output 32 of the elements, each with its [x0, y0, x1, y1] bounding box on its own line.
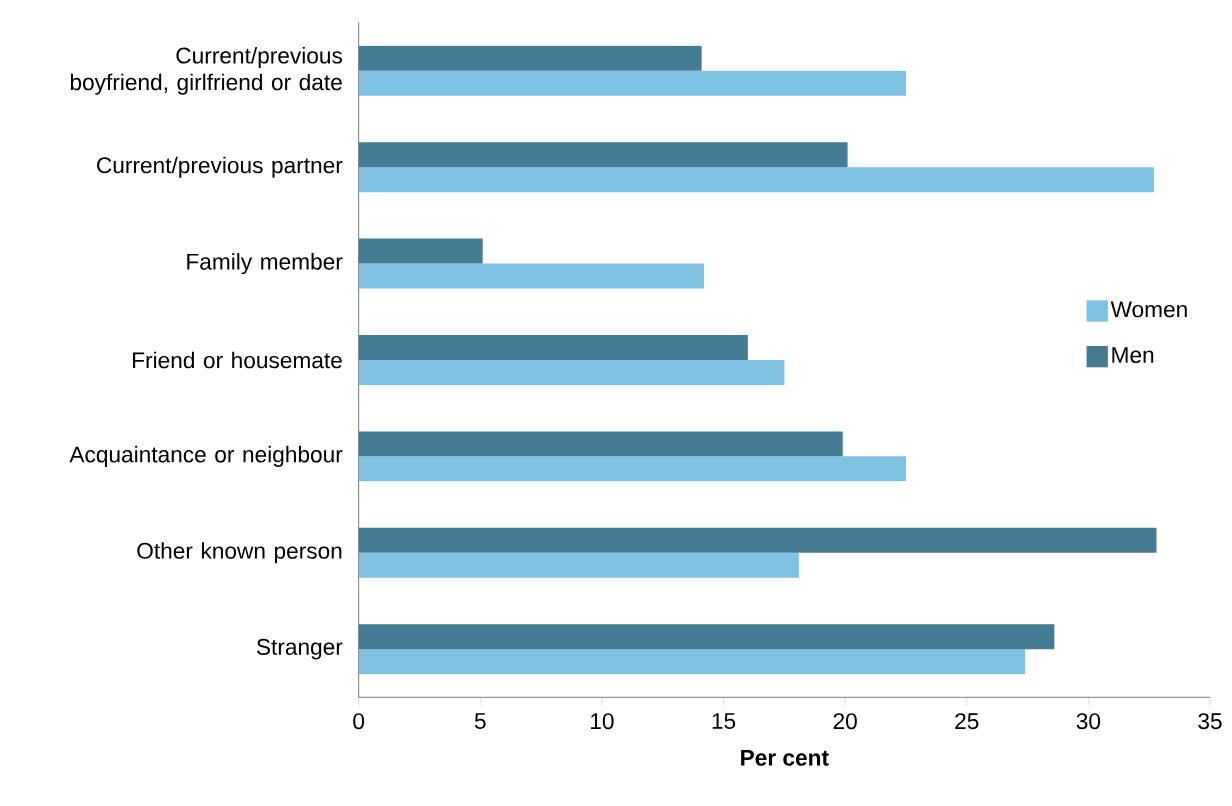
- y-tick-label: Acquaintance or neighbour: [69, 445, 343, 467]
- x-tick-label: 35: [1198, 713, 1222, 730]
- bar: [358, 624, 1055, 650]
- y-tick-label: Stranger: [256, 638, 343, 660]
- bar: [358, 456, 906, 482]
- x-tick-label: 0: [353, 713, 365, 730]
- bar: [358, 263, 705, 289]
- bar: [358, 552, 799, 578]
- bar: [358, 335, 748, 360]
- legend-label: Men: [1112, 347, 1154, 363]
- legend-label: Women: [1110, 301, 1187, 318]
- x-tick-label: 5: [474, 713, 486, 729]
- x-axis-title: Per cent: [741, 749, 829, 766]
- x-tick-label: 25: [955, 713, 979, 730]
- bar: [358, 70, 906, 96]
- bar: [358, 167, 1155, 193]
- bar: [358, 45, 702, 71]
- bar: [358, 431, 843, 457]
- bar: [358, 649, 1026, 675]
- y-tick-label: Current/previous partner: [97, 156, 343, 178]
- bar: [358, 238, 483, 264]
- bar: [358, 142, 848, 168]
- bar: [358, 527, 1157, 553]
- x-tick-label: 30: [1076, 713, 1101, 730]
- bar: [358, 360, 785, 385]
- x-tick-label: 20: [833, 713, 857, 730]
- y-tick-label: Friend or housemate: [133, 351, 342, 369]
- x-tick-label: 10: [591, 713, 614, 730]
- x-tick-label: 15: [712, 713, 736, 729]
- y-tick-label: Other known person: [137, 542, 342, 564]
- y-tick-label: Family member: [187, 253, 343, 275]
- y-tick-label: Current/previous boyfriend, girlfriend or date: [70, 46, 342, 95]
